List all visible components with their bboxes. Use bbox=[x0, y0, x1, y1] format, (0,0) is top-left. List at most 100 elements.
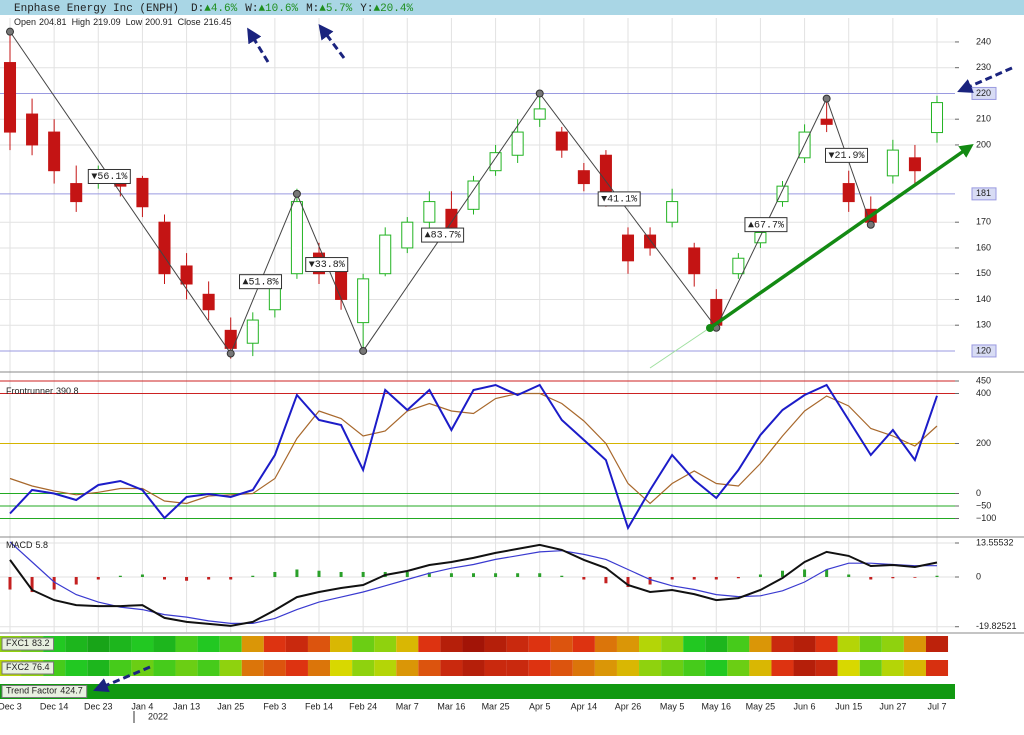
heat-cell bbox=[396, 660, 419, 676]
y-tick-label: 13.55532 bbox=[976, 537, 1014, 547]
heat-cell bbox=[65, 660, 88, 676]
trend-anchor bbox=[706, 324, 714, 332]
heat-cell bbox=[683, 636, 706, 652]
candle-body bbox=[401, 221, 414, 249]
heat-cell bbox=[352, 636, 375, 652]
histogram-bar bbox=[361, 571, 365, 577]
histogram-bar bbox=[427, 572, 431, 577]
candle-body bbox=[511, 131, 524, 156]
histogram-bar bbox=[736, 576, 740, 579]
series-line bbox=[9, 383, 938, 531]
y-tick-label: 0 bbox=[976, 488, 981, 498]
change-label: ▲67.7% bbox=[748, 220, 784, 231]
candle-body bbox=[467, 180, 480, 210]
panel-title: Frontrunner bbox=[6, 386, 53, 396]
heat-cell bbox=[374, 660, 397, 676]
histogram-bar bbox=[604, 576, 608, 584]
x-tick-label: Jun 6 bbox=[794, 701, 816, 711]
y-tick-label: 130 bbox=[976, 320, 991, 330]
candle-body bbox=[533, 108, 546, 120]
level-box bbox=[971, 187, 997, 201]
period-label: M: bbox=[306, 3, 319, 15]
histogram-bar bbox=[626, 576, 630, 588]
ohlc-label: Open bbox=[14, 17, 36, 27]
x-tick-label: Dec 14 bbox=[40, 701, 69, 711]
ohlc-label: Close bbox=[178, 17, 201, 27]
period-label: W: bbox=[245, 3, 258, 15]
heat-cell bbox=[330, 660, 353, 676]
heat-cell bbox=[396, 636, 419, 652]
heat-cell bbox=[197, 636, 220, 652]
candle-body bbox=[202, 293, 215, 311]
histogram-bar bbox=[869, 576, 873, 580]
candle-body bbox=[666, 201, 679, 223]
panel-readout: FXC2 76.4 bbox=[6, 662, 50, 672]
histogram-bar bbox=[472, 573, 475, 577]
annotation-arrow bbox=[957, 66, 1013, 93]
heat-cell bbox=[263, 636, 286, 652]
header-title: Enphase Energy Inc (ENPH) D:▲4.6% W:▲10.6%… bbox=[14, 3, 413, 15]
heat-cell bbox=[87, 636, 110, 652]
candle-body bbox=[180, 265, 193, 285]
y-tick-label: -19.82521 bbox=[976, 621, 1017, 631]
level-label: 220 bbox=[976, 88, 991, 98]
x-tick-label: May 25 bbox=[746, 701, 776, 711]
histogram-bar bbox=[538, 573, 542, 577]
annotation-arrow bbox=[93, 665, 151, 693]
histogram-bar bbox=[803, 569, 807, 577]
ohlc-value: 216.45 bbox=[204, 17, 232, 27]
heat-cell bbox=[727, 636, 750, 652]
candle-body bbox=[158, 221, 171, 275]
heat-cell bbox=[109, 660, 132, 676]
heat-cell bbox=[837, 660, 860, 676]
change-label: ▲51.8% bbox=[243, 277, 279, 288]
change-box bbox=[421, 227, 465, 243]
histogram-bar bbox=[781, 570, 784, 577]
year-label: 2022 bbox=[148, 711, 168, 721]
heat-cell bbox=[197, 660, 220, 676]
period-label: Y: bbox=[360, 3, 373, 15]
candle-body bbox=[423, 201, 436, 223]
y-tick-label: −100 bbox=[976, 513, 996, 523]
candle-body bbox=[26, 113, 39, 146]
histogram-bar bbox=[207, 576, 211, 580]
heat-cell bbox=[925, 660, 949, 676]
histogram-bar bbox=[494, 573, 498, 577]
heat-cell bbox=[793, 636, 816, 652]
candle-body bbox=[70, 183, 83, 203]
heat-cell bbox=[484, 636, 507, 652]
heat-cell bbox=[550, 660, 573, 676]
series-line bbox=[9, 392, 938, 505]
heat-cell bbox=[572, 660, 595, 676]
heat-cell bbox=[285, 660, 308, 676]
change-box bbox=[744, 217, 788, 233]
ticker-name: Enphase Energy Inc (ENPH) bbox=[14, 3, 179, 15]
y-tick-label: 200 bbox=[976, 438, 991, 448]
histogram-bar bbox=[96, 576, 100, 580]
y-tick-label: 400 bbox=[976, 388, 991, 398]
heat-cell bbox=[859, 660, 882, 676]
heat-cell bbox=[594, 660, 617, 676]
period-change: ▲5.7% bbox=[319, 3, 352, 15]
change-label: ▼41.1% bbox=[601, 195, 637, 206]
heat-cell bbox=[881, 636, 904, 652]
change-label: ▼21.9% bbox=[828, 151, 864, 162]
panel-readout: Trend Factor 424.7 bbox=[6, 686, 83, 696]
level-label: 120 bbox=[976, 345, 991, 355]
trend-arrow bbox=[708, 143, 974, 330]
heat-cell bbox=[484, 660, 507, 676]
histogram-bar bbox=[449, 573, 453, 577]
panel-value: 83.2 bbox=[32, 638, 50, 648]
x-tick-label: Jun 27 bbox=[879, 701, 906, 711]
change-box bbox=[824, 147, 869, 163]
heat-cell bbox=[550, 636, 573, 652]
candle-body bbox=[224, 329, 237, 349]
x-tick-label: Apr 14 bbox=[571, 701, 598, 711]
heat-cell bbox=[815, 660, 838, 676]
histogram-bar bbox=[52, 576, 56, 590]
histogram-bar bbox=[295, 569, 299, 577]
y-tick-label: 240 bbox=[976, 36, 991, 46]
y-tick-label: 150 bbox=[976, 268, 991, 278]
histogram-bar bbox=[847, 574, 851, 577]
heat-cell bbox=[506, 660, 529, 676]
